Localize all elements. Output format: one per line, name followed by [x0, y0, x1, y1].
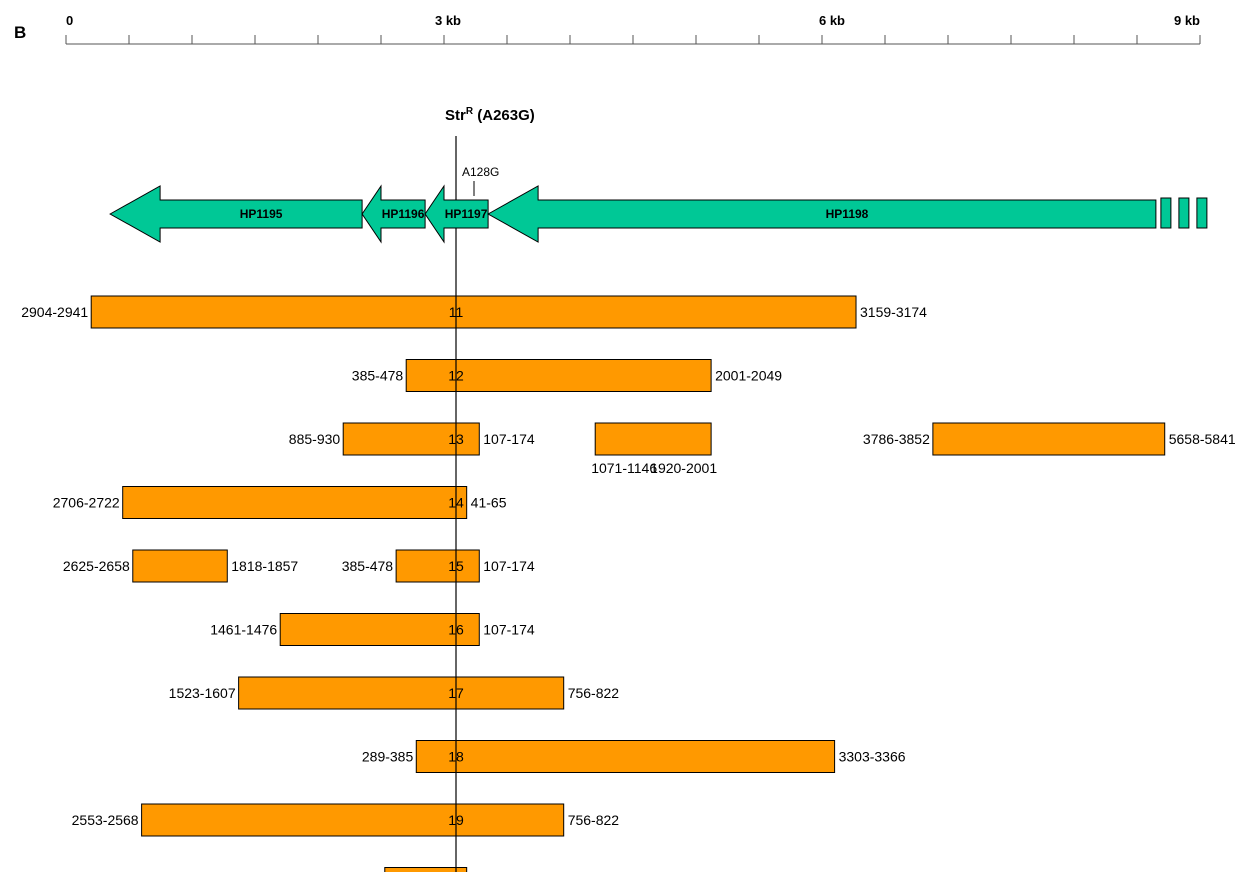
gene-continuation-box: [1196, 197, 1208, 229]
clone-bar: [279, 613, 480, 646]
clone-number: 18: [448, 749, 464, 765]
clone-number: 11: [449, 304, 464, 320]
clone-left-end-label: 2553-2568: [72, 812, 139, 828]
clone-left-end-label: 2625-2658: [63, 558, 130, 574]
gene-track: HP1195 HP1196 HP1197 HP1198: [109, 184, 1208, 244]
gene-continuation-box: [1178, 197, 1190, 229]
gene-label: HP1197: [445, 207, 488, 221]
clone-right-end-label: 3303-3366: [839, 749, 906, 765]
clone-number: 12: [448, 368, 464, 384]
strain-title-base: Str: [445, 107, 466, 124]
clone-right-end-label: 756-822: [568, 812, 620, 828]
clone-bar: [141, 803, 565, 837]
clone-right-end-label: 107-174: [483, 431, 535, 447]
strain-title-superscript: R: [466, 106, 474, 117]
clone-bar: [90, 295, 857, 329]
clone-right-end-label: 5658-5841: [1169, 431, 1236, 447]
clone-right-end-label: 107-174: [483, 622, 535, 638]
clone-rows: 2904-2941 3159-3174 385-478 2001-2049 885-93…: [21, 295, 1236, 872]
clone-bar: [395, 549, 480, 583]
clone-number: 19: [448, 812, 464, 828]
gene-label: HP1195: [240, 207, 283, 221]
clone-left-end-label: 1461-1476: [210, 622, 277, 638]
clone-bar: [384, 867, 468, 872]
clone-bar: [932, 422, 1166, 456]
clone-right-end-label: 107-174: [483, 558, 535, 574]
clone-left-end-label: 2706-2722: [53, 495, 120, 511]
clone-number: 13: [448, 431, 464, 447]
clone-bar: [594, 422, 712, 456]
gene-label: HP1198: [826, 207, 869, 221]
strain-title: StrR (A263G): [445, 106, 535, 124]
clone-left-end-label: 1523-1607: [169, 685, 236, 701]
clone-bar: [415, 740, 836, 773]
clone-number: 16: [448, 622, 464, 638]
clone-right-end-label: 41-65: [471, 495, 507, 511]
clone-bar: [132, 549, 228, 583]
clone-left-end-label: 1071-1146: [591, 460, 657, 476]
gene-arrow-hp1198: [487, 185, 1157, 243]
scale-tick-label: 6 kb: [819, 13, 845, 28]
gene-label: HP1196: [382, 207, 425, 221]
clone-left-end-label: 885-930: [289, 431, 341, 447]
clone-bar: [122, 486, 468, 519]
clone-right-end-label: 3159-3174: [860, 304, 927, 320]
clone-number: 15: [448, 558, 464, 574]
clone-left-end-label: 3786-3852: [863, 431, 930, 447]
clone-left-end-label: 2904-2941: [21, 304, 88, 320]
panel-label: B: [14, 23, 26, 42]
clone-left-end-label: 385-478: [342, 558, 394, 574]
clone-number: 14: [448, 495, 464, 511]
clone-left-end-label: 385-478: [352, 368, 404, 384]
clone-right-end-label: 1920-2001: [650, 460, 717, 476]
clone-right-end-label: 1818-1857: [231, 558, 298, 574]
clone-bar: [405, 359, 712, 392]
strain-title-suffix: (A263G): [473, 107, 535, 124]
clone-right-end-label: 2001-2049: [715, 368, 782, 384]
secondary-mutation-label: A128G: [462, 165, 499, 179]
kb-scale-ruler: 0 3 kb 6 kb 9 kb: [65, 13, 1201, 45]
clone-bar: [238, 676, 565, 710]
scale-tick-label: 9 kb: [1174, 13, 1200, 28]
gene-arrow-hp1195: [109, 185, 363, 243]
clone-number: 17: [448, 685, 464, 701]
scale-tick-label: 3 kb: [435, 13, 461, 28]
clone-left-end-label: 289-385: [362, 749, 414, 765]
clone-right-end-label: 756-822: [568, 685, 620, 701]
gene-continuation-box: [1160, 197, 1172, 229]
scale-tick-label: 0: [66, 13, 73, 28]
